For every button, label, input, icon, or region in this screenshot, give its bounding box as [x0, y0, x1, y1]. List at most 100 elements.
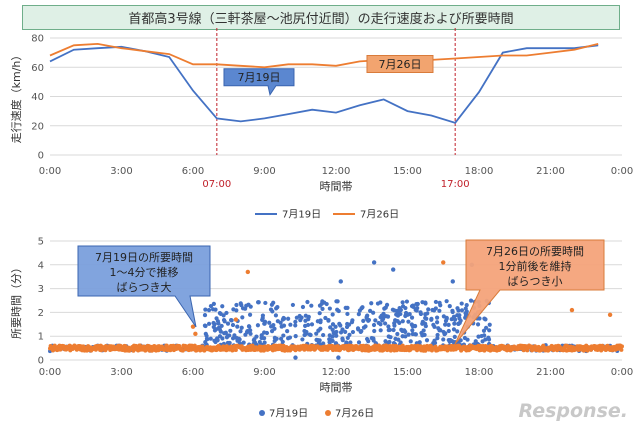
scatter-point-0719: [271, 300, 276, 305]
scatter-point-0719: [327, 306, 332, 311]
scatter-point-0719: [203, 331, 208, 336]
scatter-point-0719: [327, 340, 332, 345]
scatter-point-0719: [364, 336, 370, 342]
scatter-point-0719: [323, 315, 328, 321]
scatter-point-0719: [361, 318, 366, 323]
scatter-point-0719: [290, 302, 296, 308]
scatter-point-0719: [447, 304, 452, 309]
scatter-point-0719: [293, 319, 298, 324]
scatter-point-0719: [278, 320, 283, 325]
callout-line-0726: 7月26日の所要時間: [486, 245, 584, 258]
callout-label-0719: 7月19日: [237, 71, 280, 84]
scatter-point-0719: [257, 339, 262, 345]
scatter-point-0719: [424, 316, 429, 321]
scatter-point-0719: [456, 321, 461, 326]
y-tick-label: 0: [38, 356, 44, 367]
scatter-point-0719: [202, 323, 208, 328]
scatter-point-0719: [263, 300, 268, 306]
scatter-point-0726: [441, 260, 446, 265]
scatter-point-0719: [228, 318, 234, 323]
scatter-point-0719: [331, 330, 336, 336]
scatter-point-0719: [413, 332, 419, 337]
scatter-point-0719: [212, 328, 218, 333]
scatter-point-0719: [356, 312, 361, 317]
scatter-point-0719: [305, 299, 310, 305]
scatter-point-0719: [309, 322, 315, 327]
scatter-point-0719: [378, 328, 383, 333]
scatter-point-0726: [233, 347, 238, 352]
scatter-point-0726: [569, 307, 575, 313]
scatter-point-0719: [373, 318, 378, 323]
scatter-point-0719: [347, 332, 352, 337]
scatter-point-0719: [372, 328, 377, 334]
scatter-point-0719: [398, 307, 403, 313]
scatter-point-0726: [599, 348, 604, 353]
scatter-point-0719: [279, 324, 284, 329]
scatter-point-0719: [447, 339, 452, 344]
scatter-point-0719: [431, 322, 436, 327]
scatter-point-0719: [437, 308, 442, 313]
scatter-point-0719: [264, 330, 270, 336]
scatter-point-0719: [382, 306, 387, 311]
scatter-point-0719: [316, 328, 321, 333]
scatter-point-0719: [338, 279, 343, 284]
scatter-point-0719: [441, 337, 446, 342]
callout-line-0719: 1～4分で推移: [110, 265, 179, 279]
scatter-point-0719: [206, 321, 212, 326]
x-tick-label: 21:00: [536, 166, 565, 177]
scatter-point-0719: [262, 321, 267, 326]
scatter-point-0719: [267, 320, 272, 325]
scatter-point-0719: [225, 333, 230, 338]
x-tick-label: 18:00: [465, 367, 494, 378]
scatter-point-0719: [275, 304, 280, 310]
legend-label: 7月26日: [335, 408, 374, 420]
y-axis-title: 所要時間（分）: [10, 262, 23, 339]
x-tick-label: 6:00: [182, 166, 204, 177]
legend-label: 7月26日: [360, 209, 399, 221]
scatter-point-0719: [235, 324, 240, 329]
scatter-point-0719: [371, 260, 377, 265]
x-tick-label: 0:00: [39, 166, 61, 177]
scatter-point-0719: [446, 322, 451, 327]
scatter-point-0719: [239, 325, 244, 330]
scatter-point-0719: [340, 336, 345, 341]
scatter-point-0719: [423, 323, 428, 329]
x-tick-label: 3:00: [110, 367, 132, 378]
scatter-point-0719: [251, 338, 256, 343]
callout-label-0726: 7月26日: [378, 58, 421, 71]
scatter-point-0719: [452, 334, 457, 339]
scatter-point-0719: [356, 340, 362, 345]
x-tick-label: 9:00: [253, 367, 275, 378]
y-tick-label: 5: [38, 237, 44, 248]
scatter-point-0719: [217, 334, 223, 339]
scatter-point-0719: [484, 325, 489, 330]
scatter-point-0719: [238, 329, 243, 334]
scatter-point-0726: [152, 343, 157, 348]
scatter-point-0726: [192, 343, 197, 348]
y-tick-label: 20: [31, 121, 44, 132]
scatter-point-0719: [319, 301, 324, 306]
scatter-point-0719: [240, 315, 245, 320]
legend-swatch: [259, 410, 265, 416]
scatter-point-0719: [211, 301, 216, 306]
scatter-point-0719: [379, 313, 384, 318]
scatter-point-0719: [260, 317, 265, 322]
scatter-point-0719: [211, 320, 216, 326]
x-tick-label: 18:00: [465, 166, 494, 177]
scatter-point-0719: [259, 335, 264, 341]
scatter-point-0719: [366, 318, 371, 323]
scatter-point-0719: [230, 336, 236, 341]
scatter-point-0719: [404, 299, 410, 304]
scatter-point-0719: [482, 333, 487, 338]
scatter-point-0719: [441, 314, 446, 319]
x-tick-label: 6:00: [182, 367, 204, 378]
scatter-point-0719: [418, 310, 423, 315]
scatter-point-0719: [348, 340, 353, 345]
scatter-point-0719: [272, 335, 277, 341]
scatter-point-0719: [437, 328, 442, 333]
scatter-point-0719: [330, 312, 335, 317]
callout-line-0719: ばらつき大: [117, 280, 172, 294]
scatter-point-0719: [395, 331, 400, 337]
scatter-point-0719: [244, 303, 249, 308]
